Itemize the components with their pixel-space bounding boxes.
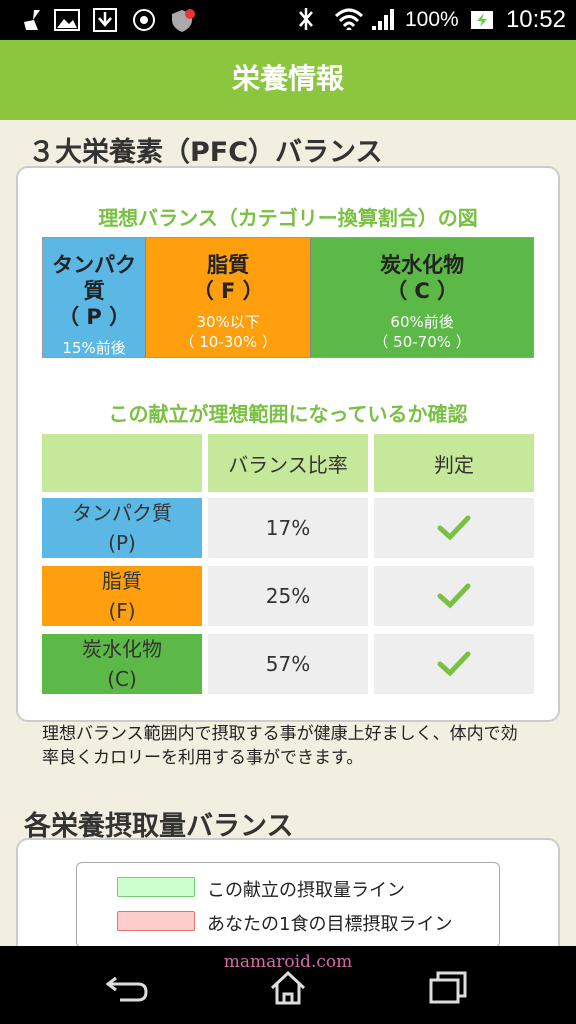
legend-swatch-menu: [117, 877, 195, 897]
table-row-label-protein: タンパク質 (P): [42, 498, 202, 558]
legend-swatch-target: [117, 911, 195, 931]
check-title: この献立が理想範囲になっているか確認: [108, 402, 468, 426]
table-header-blank: [42, 434, 202, 492]
wifi-icon: [334, 8, 364, 30]
status-bar: 100% 10:52: [0, 0, 576, 40]
image-icon: [54, 9, 80, 31]
chart-legend: この献立の摂取量ライン あなたの1食の目標摂取ライン: [76, 862, 500, 948]
segment-carbohydrate: 炭水化物 （ C ） 60%前後 （ 50-70% ）: [311, 238, 533, 357]
recent-apps-icon[interactable]: [428, 970, 468, 1004]
intake-section-title: 各栄養摂取量バランス: [24, 811, 294, 842]
legend-label-target: あなたの1食の目標摂取ライン: [207, 914, 453, 935]
back-icon[interactable]: [106, 970, 150, 1004]
check-icon: [437, 515, 471, 541]
balance-note: 理想バランス範囲内で摂取する事が健康上好ましく、体内で効率良くカロリーを利用する…: [42, 724, 518, 768]
check-icon: [437, 583, 471, 609]
download-icon: [93, 8, 117, 32]
ratio-protein: 17%: [208, 498, 368, 558]
ratio-fat: 25%: [208, 566, 368, 626]
battery-charging-icon: [471, 11, 493, 29]
navigation-bar: mamaroid.com: [0, 946, 576, 1024]
watermark: mamaroid.com: [223, 952, 353, 972]
table-row-label-carbohydrate: 炭水化物 (C): [42, 634, 202, 694]
page-title: 栄養情報: [0, 40, 576, 120]
check-icon: [437, 651, 471, 677]
table-header-judge: 判定: [374, 434, 534, 492]
segment-fat: 脂質 （ F ） 30%以下 （ 10-30% ）: [146, 238, 312, 357]
judge-carbohydrate: [374, 634, 534, 694]
legend-label-menu: この献立の摂取量ライン: [207, 880, 405, 901]
judge-protein: [374, 498, 534, 558]
battery-percent: 100%: [405, 8, 459, 31]
table-header-ratio: バランス比率: [208, 434, 368, 492]
bluetooth-off-icon: [299, 8, 313, 30]
ideal-balance-bar: タンパク質 （ P ） 15%前後 （ 8-20% ） 脂質 （ F ） 30%…: [42, 237, 534, 377]
broom-icon: [24, 10, 40, 30]
shield-icon: [172, 9, 195, 32]
ideal-balance-title: 理想バランス（カテゴリー換算割合）の図: [98, 206, 478, 230]
clock: 10:52: [505, 6, 566, 33]
pfc-section-title: ３大栄養素（PFC）バランス: [28, 137, 383, 168]
segment-protein: タンパク質 （ P ） 15%前後 （ 8-20% ）: [43, 238, 147, 377]
aperture-icon: [133, 9, 155, 31]
home-icon[interactable]: [268, 970, 308, 1006]
table-row-label-fat: 脂質 (F): [42, 566, 202, 626]
judge-fat: [374, 566, 534, 626]
signal-icon: [372, 9, 394, 30]
ratio-carbohydrate: 57%: [208, 634, 368, 694]
